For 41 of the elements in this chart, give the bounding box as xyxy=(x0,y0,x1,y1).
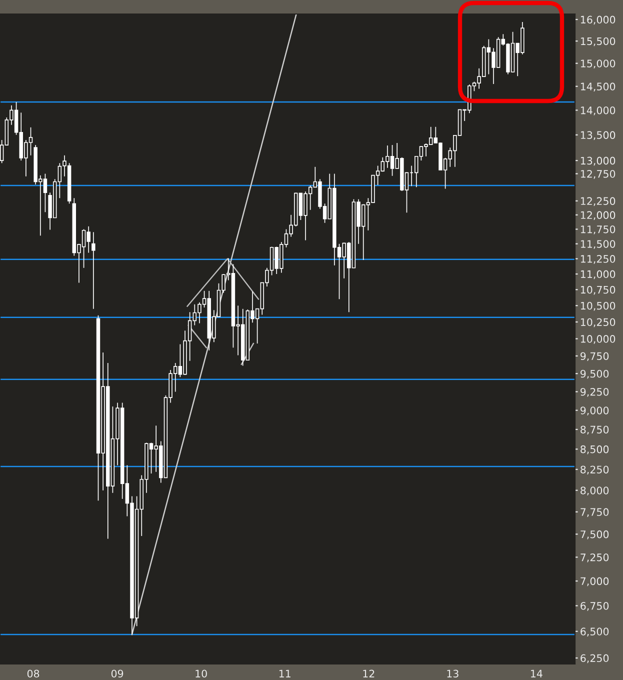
y-tick-label: 7,250 xyxy=(580,553,609,562)
candlestick xyxy=(92,232,96,310)
y-tick-label: 12,000 xyxy=(580,211,616,220)
y-tick-label: 15,500 xyxy=(580,37,616,46)
x-tick-label: 14 xyxy=(531,670,542,678)
y-tick-label: 6,500 xyxy=(580,628,609,636)
x-tick-label: 09 xyxy=(111,670,124,678)
y-tick-label: 13,000 xyxy=(580,156,616,166)
y-tick-label: 14,500 xyxy=(580,82,616,92)
y-tick-label: 10,000 xyxy=(580,335,616,344)
y-tick-label: 7,500 xyxy=(580,530,609,540)
y-tick-label: 13,500 xyxy=(580,131,616,140)
y-tick-label: 12,750 xyxy=(580,170,616,179)
y-tick-label: 10,500 xyxy=(580,302,616,311)
y-tick-label: 15,000 xyxy=(580,60,616,68)
y-tick-label: 6,750 xyxy=(580,602,609,611)
y-tick-label: 11,250 xyxy=(580,255,616,264)
y-tick-label: 8,750 xyxy=(580,426,609,435)
y-tick-label: 9,000 xyxy=(580,406,609,416)
x-tick-label: 11 xyxy=(279,670,290,678)
y-tick-label: 11,000 xyxy=(580,270,616,280)
y-tick-label: 8,000 xyxy=(580,486,609,496)
x-tick-label: 08 xyxy=(27,670,40,678)
y-tick-label: 9,500 xyxy=(580,370,609,379)
y-tick-label: 10,750 xyxy=(580,286,616,295)
y-tick-label: 14,000 xyxy=(580,106,616,116)
y-tick-label: 8,500 xyxy=(580,445,609,454)
y-tick-label: 10,250 xyxy=(580,318,616,328)
y-tick-label: 9,250 xyxy=(580,388,609,397)
y-tick-label: 9,750 xyxy=(580,352,609,362)
y-tick-label: 8,250 xyxy=(580,466,609,475)
x-tick-label: 10 xyxy=(196,670,207,678)
y-tick-label: 7,000 xyxy=(580,577,609,586)
y-tick-label: 11,750 xyxy=(580,225,616,234)
y-tick-label: 7,750 xyxy=(580,508,609,517)
x-tick-label: 13 xyxy=(447,670,458,678)
y-tick-label: 12,250 xyxy=(580,197,616,206)
y-tick-label: 11,500 xyxy=(580,240,616,249)
y-tick-label: 6,250 xyxy=(580,654,609,664)
y-tick-label: 16,000 xyxy=(580,16,616,25)
x-tick-label: 12 xyxy=(363,670,374,678)
